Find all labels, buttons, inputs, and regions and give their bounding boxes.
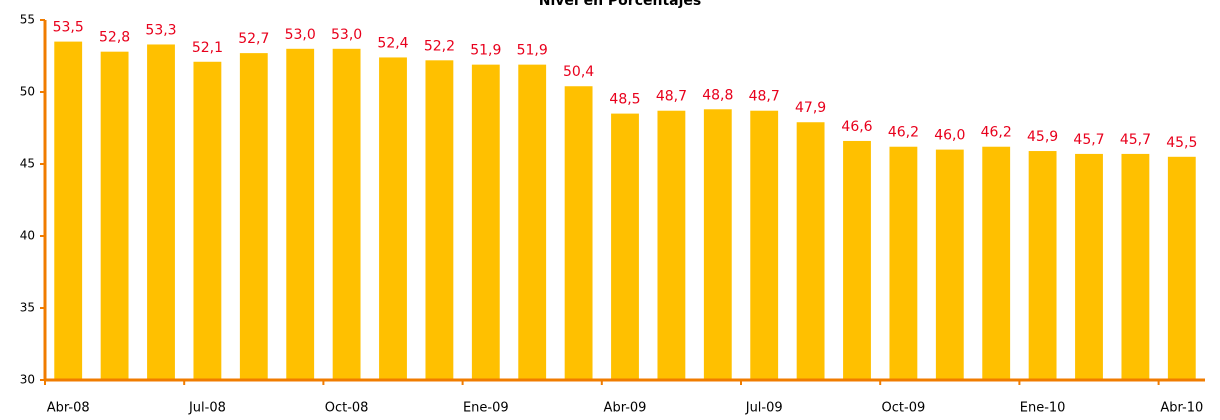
bar	[193, 61, 222, 380]
value-label: 48,8	[702, 87, 733, 103]
y-tick-label: 35	[20, 301, 35, 315]
bar	[935, 149, 964, 380]
x-tick-label: Abr-09	[604, 401, 647, 416]
value-label: 51,9	[470, 43, 501, 59]
bar	[100, 51, 129, 381]
bar	[332, 48, 361, 381]
value-label: 46,0	[934, 128, 965, 144]
bar	[611, 113, 639, 380]
x-tick-label: Ene-09	[463, 401, 509, 416]
bar	[982, 146, 1011, 380]
x-tick-label: Oct-09	[882, 401, 926, 416]
bar	[564, 86, 593, 381]
bar	[889, 146, 918, 380]
bar	[1028, 151, 1057, 380]
value-label: 46,6	[841, 119, 872, 135]
value-label: 50,4	[563, 64, 594, 80]
value-label: 53,3	[145, 22, 176, 38]
value-label: 47,9	[795, 100, 826, 116]
value-label: 53,0	[285, 27, 316, 43]
y-tick-label: 55	[20, 13, 35, 27]
value-label: 52,2	[424, 38, 455, 54]
bar	[703, 109, 732, 380]
bar	[750, 110, 779, 380]
value-label: 48,5	[609, 92, 640, 108]
value-label: 52,1	[192, 40, 223, 56]
value-label: 45,7	[1073, 132, 1104, 148]
bar	[657, 110, 686, 380]
value-label: 48,7	[656, 89, 687, 105]
bar	[1075, 153, 1103, 380]
x-tick-label: Abr-10	[1160, 401, 1203, 416]
value-label: 53,0	[331, 27, 362, 43]
value-label: 45,7	[1120, 132, 1151, 148]
value-label: 52,7	[238, 31, 269, 47]
bar	[425, 60, 454, 380]
bar	[471, 64, 500, 380]
bar	[843, 140, 871, 380]
bar	[286, 48, 315, 381]
y-tick-label: 50	[20, 85, 35, 99]
y-tick-label: 45	[20, 157, 35, 171]
bar	[147, 44, 175, 380]
bar	[1167, 156, 1196, 380]
bar	[379, 57, 407, 380]
value-label: 52,4	[377, 35, 408, 51]
x-tick-label: Jul-08	[188, 401, 226, 416]
bar	[796, 122, 825, 381]
x-tick-label: Oct-08	[325, 401, 369, 416]
value-label: 51,9	[517, 43, 548, 59]
bar	[239, 53, 268, 381]
x-tick-label: Ene-10	[1020, 401, 1066, 416]
value-label: 46,2	[888, 125, 919, 141]
value-label: 48,7	[749, 89, 780, 105]
y-tick-label: 30	[20, 373, 35, 387]
x-tick-label: Jul-09	[745, 401, 783, 416]
bar	[54, 41, 83, 380]
bar	[1121, 153, 1150, 380]
value-label: 45,9	[1027, 129, 1058, 145]
y-tick-label: 40	[20, 229, 35, 243]
value-label: 52,8	[99, 30, 130, 46]
x-tick-label: Abr-08	[47, 401, 90, 416]
value-label: 45,5	[1166, 135, 1197, 151]
value-label: 46,2	[981, 125, 1012, 141]
value-label: 53,5	[53, 20, 84, 36]
bar	[518, 64, 547, 380]
chart-title: Nivel en Porcentajes	[539, 0, 701, 9]
